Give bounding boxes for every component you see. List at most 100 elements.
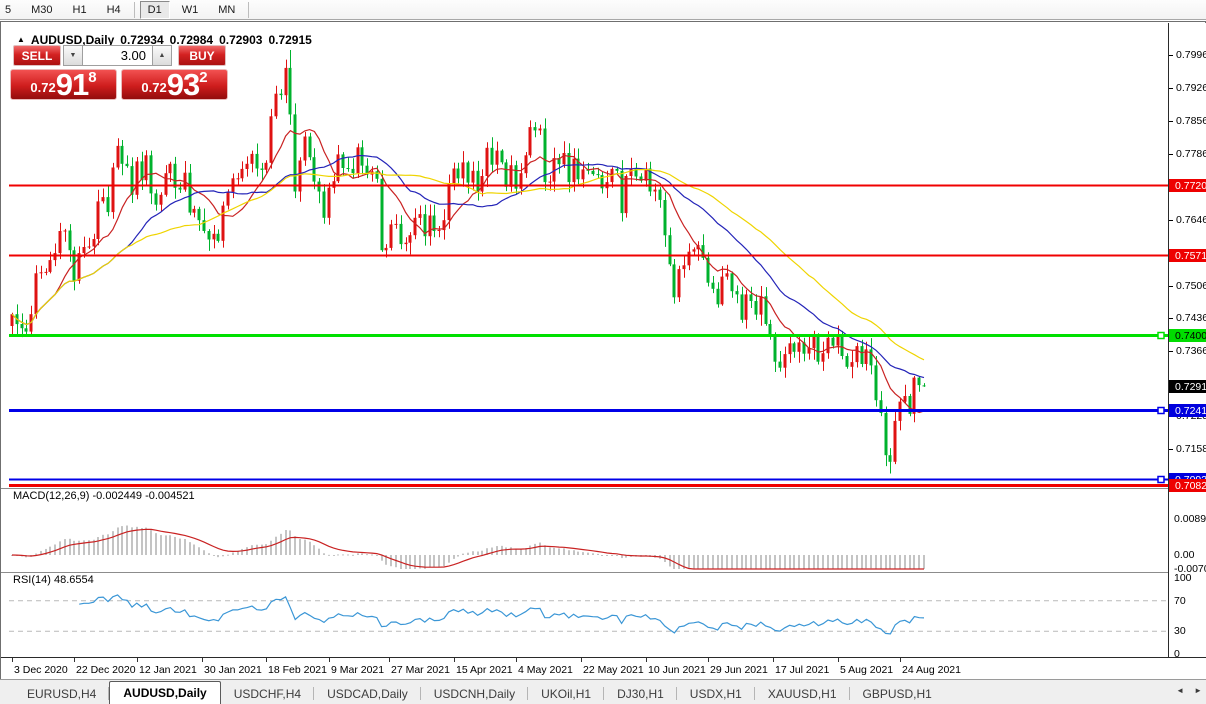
chart-tab-usdcad-daily[interactable]: USDCAD,Daily [314,684,421,704]
sell-price-pip: 8 [88,69,97,86]
chart-window: ▲ AUDUSD,Daily 0.72934 0.72984 0.72903 0… [0,21,1206,679]
level-handle-0.70936[interactable] [1157,475,1165,484]
time-tick-mark [389,658,390,662]
time-tick-label: 9 Mar 2021 [331,664,385,676]
rsi-value: 48.6554 [53,574,94,586]
time-tick-mark [266,658,267,662]
chart-tab-usdx-h1[interactable]: USDX,H1 [677,684,755,704]
time-tick-mark [74,658,75,662]
chart-symbol-label: AUDUSD,Daily [30,33,115,47]
price-tick-mark [1169,154,1173,155]
chart-tab-audusd-daily[interactable]: AUDUSD,Daily [109,681,221,704]
tab-scroll-left-icon[interactable]: ◄ [1176,686,1185,695]
macd-axis-label: -0.00701 [1174,563,1206,575]
time-tick-mark [454,658,455,662]
price-tick-mark [1169,88,1173,89]
time-tick-label: 22 Dec 2020 [76,664,136,676]
trade-panel-row: SELL ▼ ▲ BUY [10,45,230,67]
sell-price-prefix: 0.72 [30,80,56,95]
timeframe-button-h4[interactable]: H4 [106,3,121,16]
rsi-label-row: RSI(14) 48.6554 [13,574,94,586]
time-tick-mark [708,658,709,662]
chart-canvas[interactable] [9,23,1169,488]
timeframe-toolbar: 5 M30 H1 H4 D1 W1 MN [0,0,1206,20]
buy-price-pip: 2 [199,69,208,86]
chart-tab-usdchf-h4[interactable]: USDCHF,H4 [221,684,315,704]
time-tick-mark [838,658,839,662]
chart-tab-gbpusd-h1[interactable]: GBPUSD,H1 [862,687,932,701]
price-tick-mark [1169,318,1173,319]
time-tick-label: 10 Jun 2021 [648,664,706,676]
time-tick-label: 5 Aug 2021 [840,664,894,676]
timeframe-button-mn[interactable]: MN [218,3,236,16]
buy-price-big: 93 [166,67,200,102]
price-badge-0.74007: 0.74007 [1169,329,1206,342]
level-handle-0.74007[interactable] [1157,331,1165,340]
chart-tab-dj30-h1[interactable]: DJ30,H1 [604,684,677,704]
price-axis-border [1168,23,1169,657]
time-tick-label: 15 Apr 2021 [456,664,513,676]
panel-splitter[interactable] [1,488,1206,489]
tab-scroll-controls: ◄ ► [1176,687,1202,695]
tab-scroll-right-icon[interactable]: ► [1194,686,1202,695]
sell-button[interactable]: SELL [13,45,61,66]
chart-menu-triangle-icon[interactable]: ▲ [17,34,25,44]
ohlc-close: 0.72915 [268,33,312,47]
toolbar-separator [133,1,135,18]
volume-decrease-button[interactable]: ▼ [63,45,83,66]
level-handle-0.72411[interactable] [1157,406,1165,415]
macd-panel-canvas[interactable] [9,489,1169,571]
buy-price-tile[interactable]: 0.72 93 2 [121,69,228,100]
price-badge-0.75716: 0.75716 [1169,249,1206,262]
panel-splitter[interactable] [1,572,1206,573]
time-tick-label: 22 May 2021 [583,664,644,676]
buy-price-prefix: 0.72 [141,80,167,95]
chart-tab-eurusd-h4[interactable]: EURUSD,H4 [14,684,110,704]
time-tick-mark [646,658,647,662]
price-tick-mark [1169,351,1173,352]
time-tick-mark [202,658,203,662]
chart-tab-bar: EURUSD,H4 AUDUSD,Daily USDCHF,H4 USDCAD,Dai… [0,679,1206,704]
time-tick-label: 27 Mar 2021 [391,664,450,676]
time-tick-mark [773,658,774,662]
time-tick-mark [329,658,330,662]
buy-button[interactable]: BUY [178,45,226,66]
chart-tab-xauusd-h1[interactable]: XAUUSD,H1 [755,684,850,704]
volume-increase-button[interactable]: ▲ [152,45,172,66]
time-tick-mark [137,658,138,662]
macd-value-signal: -0.004521 [145,490,195,502]
sell-price-tile[interactable]: 0.72 91 8 [10,69,117,100]
price-tick-mark [1169,121,1173,122]
volume-input[interactable] [83,45,152,66]
time-tick-mark [516,658,517,662]
timeframe-button-d1[interactable]: D1 [139,0,170,19]
price-badge-0.72915: 0.72915 [1169,380,1206,393]
time-axis[interactable]: 3 Dec 2020 22 Dec 2020 12 Jan 2021 30 Jan 2… [1,657,1206,679]
chart-tab-ukoil-h1[interactable]: UKOil,H1 [528,684,605,704]
time-tick-label: 12 Jan 2021 [139,664,197,676]
timeframe-button-h1[interactable]: H1 [72,3,87,16]
rsi-axis-label: 0 [1174,648,1180,660]
time-tick-mark [12,658,13,662]
timeframe-button-w1[interactable]: W1 [181,3,199,16]
timeframe-button-5[interactable]: 5 [5,3,12,16]
time-tick-label: 29 Jun 2021 [710,664,768,676]
time-tick-label: 18 Feb 2021 [268,664,327,676]
rsi-panel-canvas[interactable] [9,573,1169,656]
macd-value-main: -0.002449 [92,490,143,502]
chart-tab-usdcnh-daily[interactable]: USDCNH,Daily [421,684,529,704]
price-tick-mark [1169,220,1173,221]
macd-axis-label: 0.00 [1174,549,1195,561]
rsi-indicator-name: RSI(14) [13,574,51,586]
timeframe-button-m30[interactable]: M30 [31,3,53,16]
macd-label-row: MACD(12,26,9) -0.002449 -0.004521 [13,490,195,502]
